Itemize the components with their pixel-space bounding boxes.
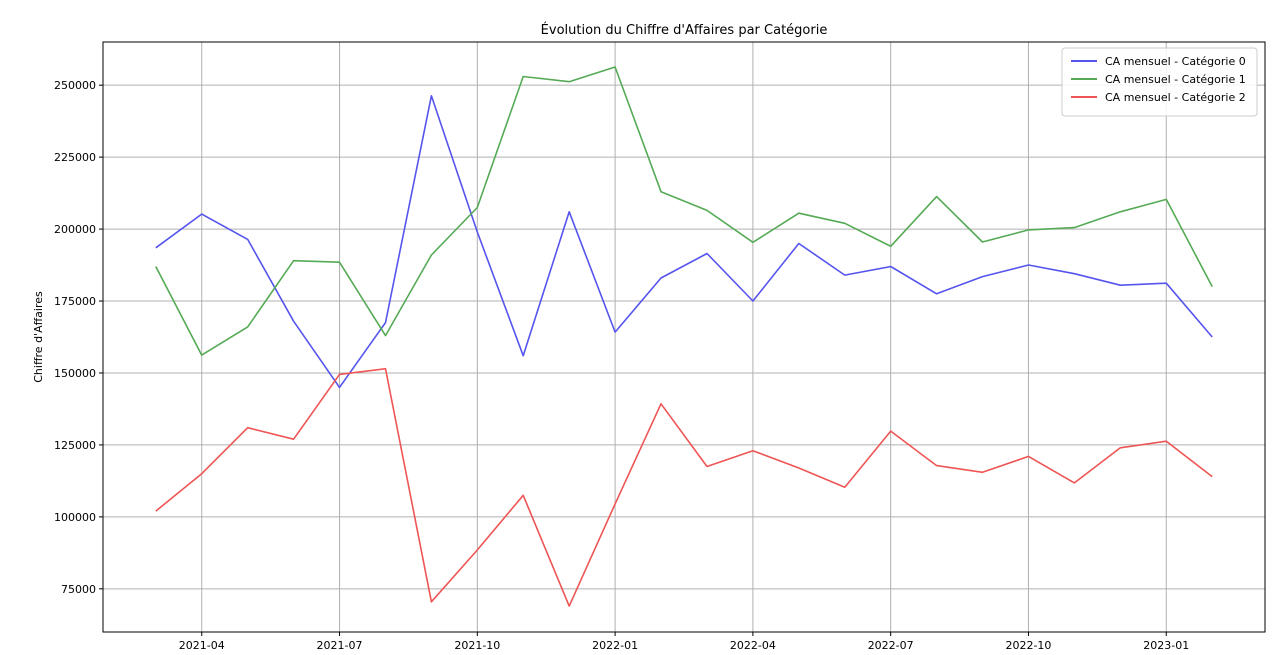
y-tick-label: 250000 [54, 79, 96, 92]
plot-frame [102, 41, 1266, 633]
legend-entry: CA mensuel - Catégorie 2 [1105, 91, 1246, 104]
x-tick-label: 2021-04 [179, 639, 225, 652]
y-tick-label: 75000 [61, 583, 96, 596]
x-tick-label: 2022-10 [1005, 639, 1051, 652]
x-axis: 2021-04 2021-07 2021-10 2022-01 2022-04 2022-… [179, 632, 1189, 652]
y-tick-label: 125000 [54, 439, 96, 452]
x-tick-label: 2021-07 [317, 639, 363, 652]
x-tick-label: 2021-10 [454, 639, 500, 652]
x-tick-label: 2022-07 [868, 639, 914, 652]
y-axis: 75000 100000 125000 150000 175000 200000 22500… [54, 79, 103, 596]
legend-entry: CA mensuel - Catégorie 1 [1105, 73, 1246, 86]
y-tick-label: 100000 [54, 511, 96, 524]
y-tick-label: 150000 [54, 367, 96, 380]
grid-lines [103, 42, 1265, 632]
legend: CA mensuel - Catégorie 0 CA mensuel - Cat… [1061, 47, 1258, 117]
series-layer [155, 66, 1213, 607]
series-line-1 [155, 66, 1213, 356]
series-line-2 [155, 367, 1213, 607]
y-tick-label: 200000 [54, 223, 96, 236]
legend-entry: CA mensuel - Catégorie 0 [1105, 55, 1246, 68]
x-tick-label: 2022-04 [730, 639, 776, 652]
y-axis-label: Chiffre d'Affaires [32, 291, 45, 383]
series-line-0 [155, 95, 1213, 389]
legend-box [1061, 47, 1258, 117]
chart-title: Évolution du Chiffre d'Affaires par Caté… [541, 22, 828, 38]
x-tick-label: 2022-01 [592, 639, 638, 652]
y-tick-label: 225000 [54, 151, 96, 164]
y-tick-label: 175000 [54, 295, 96, 308]
x-tick-label: 2023-01 [1143, 639, 1189, 652]
